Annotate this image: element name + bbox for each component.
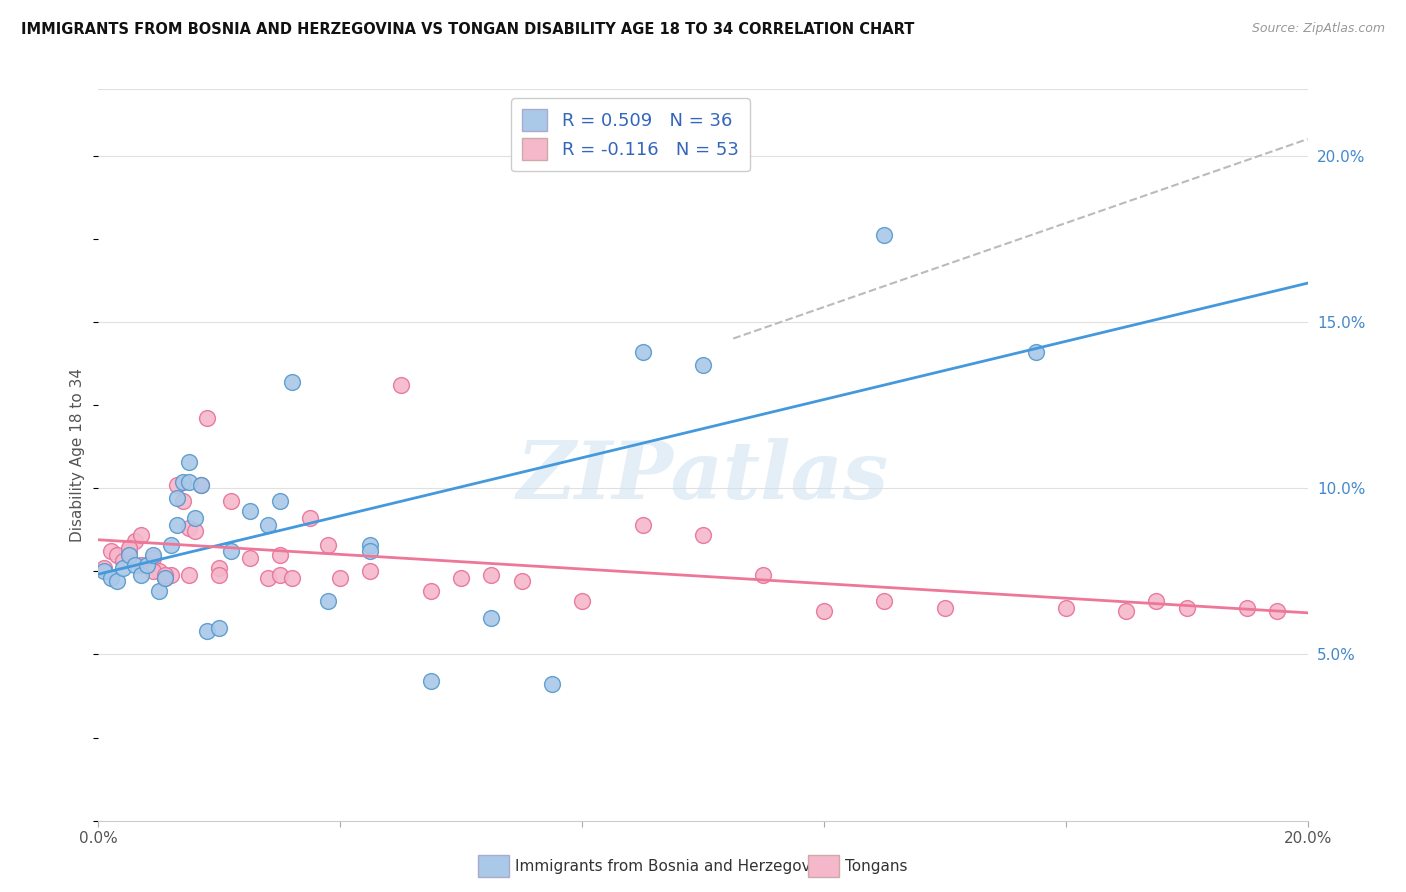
Point (269, 494, 291, 508)
Point (316, 594, 339, 608)
Point (93, 561, 115, 575)
Point (1144, 594, 1167, 608)
Point (124, 558, 146, 572)
Text: IMMIGRANTS FROM BOSNIA AND HERZEGOVINA VS TONGAN DISABILITY AGE 18 TO 34 CORRELA: IMMIGRANTS FROM BOSNIA AND HERZEGOVINA V… (21, 22, 914, 37)
Point (481, 611, 503, 625)
Point (148, 584, 170, 599)
Point (269, 548, 291, 562)
Point (873, 594, 896, 608)
Point (179, 475, 201, 489)
Point (105, 548, 128, 562)
Point (873, 228, 896, 243)
Point (153, 567, 176, 582)
Point (166, 517, 188, 532)
Point (256, 571, 278, 585)
Point (190, 478, 212, 492)
Point (105, 574, 128, 589)
Text: ZIPatlas: ZIPatlas (517, 438, 889, 516)
Point (269, 567, 291, 582)
Point (148, 564, 170, 578)
Point (142, 551, 165, 566)
Text: Source: ZipAtlas.com: Source: ZipAtlas.com (1251, 22, 1385, 36)
Point (360, 538, 382, 552)
Point (208, 621, 231, 635)
Point (221, 544, 243, 558)
Point (281, 375, 304, 389)
Point (360, 544, 382, 558)
Point (299, 511, 322, 525)
Point (100, 571, 122, 585)
Point (281, 571, 304, 585)
Point (420, 673, 443, 688)
Point (118, 548, 141, 562)
Point (195, 624, 218, 639)
Point (631, 344, 654, 359)
Point (420, 584, 443, 599)
Point (239, 551, 262, 566)
Point (118, 544, 141, 558)
Point (571, 594, 593, 608)
Point (153, 571, 176, 585)
Point (239, 504, 262, 518)
Point (692, 358, 714, 372)
Point (208, 567, 231, 582)
Point (166, 491, 188, 505)
Point (135, 558, 157, 572)
Point (208, 561, 231, 575)
Point (160, 567, 183, 582)
Point (1054, 600, 1077, 615)
Point (221, 494, 243, 508)
Point (172, 475, 194, 489)
Point (752, 567, 775, 582)
Point (190, 478, 212, 492)
Text: Tongans: Tongans (845, 859, 907, 873)
Point (1024, 344, 1046, 359)
Point (111, 561, 134, 575)
Point (111, 554, 134, 568)
Point (329, 571, 352, 585)
Point (540, 677, 562, 691)
Point (360, 564, 382, 578)
Point (813, 604, 835, 618)
Point (160, 538, 183, 552)
Point (316, 538, 339, 552)
Point (129, 567, 152, 582)
Text: Immigrants from Bosnia and Herzegovina: Immigrants from Bosnia and Herzegovina (515, 859, 834, 873)
Point (631, 517, 654, 532)
Point (129, 558, 152, 572)
Point (1267, 604, 1289, 618)
Point (256, 517, 278, 532)
Point (510, 574, 533, 589)
Point (179, 521, 201, 535)
Point (1175, 600, 1198, 615)
Legend: R = 0.509   N = 36, R = -0.116   N = 53: R = 0.509 N = 36, R = -0.116 N = 53 (512, 98, 749, 171)
Point (1236, 600, 1258, 615)
Point (179, 454, 201, 468)
Point (1115, 604, 1137, 618)
Point (93, 564, 115, 578)
Point (172, 494, 194, 508)
Point (184, 511, 207, 525)
Point (129, 527, 152, 541)
Y-axis label: Disability Age 18 to 34: Disability Age 18 to 34 (70, 368, 86, 542)
Point (142, 548, 165, 562)
Point (153, 571, 176, 585)
Point (481, 567, 503, 582)
Point (450, 571, 472, 585)
Point (142, 564, 165, 578)
Point (934, 600, 956, 615)
Point (166, 478, 188, 492)
Point (184, 524, 207, 539)
Point (100, 544, 122, 558)
Point (135, 558, 157, 572)
Point (692, 527, 714, 541)
Point (389, 378, 412, 392)
Point (195, 411, 218, 425)
Point (118, 541, 141, 555)
Point (124, 534, 146, 549)
Point (179, 567, 201, 582)
